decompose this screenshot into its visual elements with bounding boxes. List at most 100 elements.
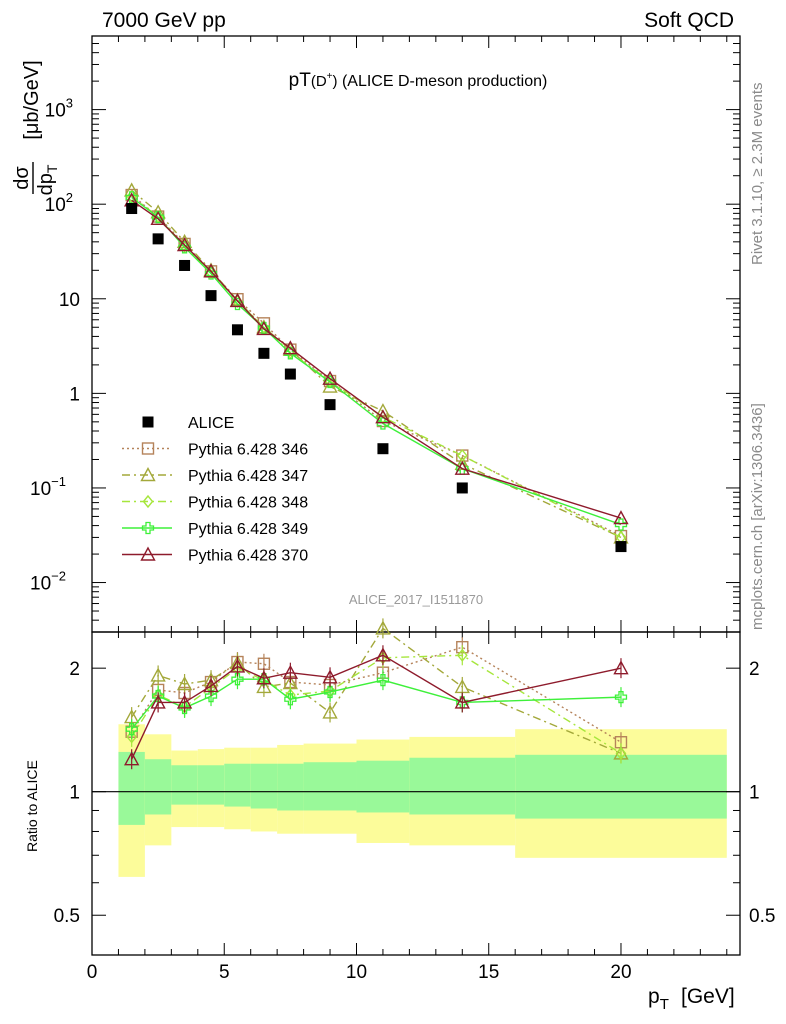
point-p349-2 — [178, 241, 191, 254]
band-inner-6 — [277, 763, 304, 811]
main-plot-frame — [91, 35, 741, 633]
ratio-point-p370-4 — [229, 658, 246, 673]
point-alice-0 — [126, 203, 138, 215]
ratio-point-p349-0 — [125, 723, 138, 736]
ratio-uncertainty-bands — [92, 724, 740, 877]
band-inner-2 — [171, 765, 198, 805]
ratio-point-p349-7 — [323, 685, 337, 699]
legend-label-p346: Pythia 6.428 346 — [188, 442, 308, 459]
ratio-point-p349-6 — [284, 693, 297, 706]
ratio-point-p348-9 — [456, 648, 468, 662]
ratio-point-p347-5 — [256, 678, 272, 694]
ratio-point-p370-2 — [176, 694, 193, 709]
ratio-tick-label-right: 2 — [749, 659, 760, 680]
ratio-point-p370-10 — [613, 660, 629, 675]
ratio-point-p349-4 — [231, 673, 244, 686]
point-p370-10 — [613, 510, 629, 525]
legend-label-p349: Pythia 6.428 349 — [188, 521, 308, 538]
point-p348-0 — [126, 189, 138, 203]
ratio-tick-label-left: 1 — [69, 783, 80, 804]
ratio-point-p370-1 — [150, 694, 166, 709]
x-tick-label: 0 — [87, 962, 98, 983]
ratio-point-p348-10 — [615, 746, 627, 760]
y-axis-d-pt: dpT — [35, 164, 60, 195]
line-p348 — [131, 195, 622, 539]
legend: ALICE Pythia 6.428 346 Pythia 6.428 347 Pyt… — [122, 415, 308, 565]
y-tick-label: 10−2 — [30, 569, 66, 595]
point-alice-4 — [231, 324, 243, 336]
ratio-point-p370-9 — [454, 694, 470, 709]
plot-title: pT(D+) (ALICE D-meson production) — [289, 70, 548, 91]
point-p370-1 — [150, 210, 166, 226]
point-alice-1 — [152, 233, 164, 245]
point-alice-2 — [179, 259, 191, 271]
y-tick-label: 103 — [45, 96, 73, 122]
main-series — [123, 182, 629, 553]
y-tick-label: 10 — [59, 290, 80, 311]
point-alice-5 — [258, 347, 270, 359]
band-inner-9 — [409, 757, 516, 815]
ratio-point-p347-9 — [454, 678, 470, 694]
analysis-id: ALICE_2017_I1511870 — [349, 592, 483, 607]
point-p347-0 — [123, 182, 140, 197]
x-axis-label: pT [GeV] — [648, 985, 735, 1013]
ratio-point-p370-7 — [322, 669, 338, 684]
line-p370 — [131, 199, 622, 519]
ratio-point-p347-8 — [375, 620, 391, 635]
legend-label-alice: ALICE — [188, 415, 234, 432]
ratio-series — [123, 618, 629, 770]
ratio-tick-label-right: 1 — [749, 783, 760, 804]
category-label: Soft QCD — [644, 9, 734, 32]
point-alice-6 — [284, 368, 296, 380]
x-axis-pt: pT — [648, 985, 669, 1013]
band-inner-4 — [224, 763, 251, 807]
legend-marker-p349 — [141, 521, 155, 535]
mcplots-label: mcplots.cern.ch [arXiv:1306.3436] — [749, 403, 766, 630]
y-axis-unit: [μb/GeV] — [21, 60, 43, 139]
point-alice-9 — [456, 482, 468, 494]
ratio-point-p349-3 — [204, 689, 218, 703]
ratio-plot-frame — [91, 631, 741, 956]
point-p370-3 — [203, 263, 219, 278]
ratio-tick-label-left: 2 — [69, 659, 80, 680]
y-axis-label-main: dσ dpT [μb/GeV] — [11, 60, 60, 195]
ratio-point-p370-0 — [123, 751, 140, 766]
axes-ticks: 0 5 10 15 20 10−2 10−1 1 10 102 103 0.5 0.5 1 1 2 2 — [30, 35, 775, 983]
point-alice-10 — [615, 541, 627, 553]
ratio-point-p347-1 — [150, 667, 166, 682]
ratio-tick-label-left: 0.5 — [54, 906, 80, 927]
title-suffix: (ALICE D-meson production) — [338, 73, 548, 90]
point-alice-7 — [324, 399, 336, 411]
x-tick-label: 15 — [478, 962, 499, 983]
band-inner-1 — [144, 759, 172, 815]
band-inner-10 — [515, 754, 727, 819]
title-prefix: pT — [289, 70, 312, 91]
point-p349-3 — [204, 267, 218, 280]
ratio-point-p347-2 — [176, 676, 193, 691]
ratio-tick-label-right: 0.5 — [749, 906, 775, 927]
ratio-point-p349-8 — [376, 673, 390, 687]
point-p370-7 — [322, 370, 338, 385]
x-tick-label: 5 — [219, 962, 230, 983]
line-p347 — [131, 189, 622, 539]
ratio-point-p370-8 — [375, 647, 391, 662]
legend-label-p370: Pythia 6.428 370 — [188, 548, 308, 565]
legend-marker-p370 — [140, 546, 156, 561]
point-p370-8 — [375, 409, 391, 424]
legend-marker-p346 — [141, 442, 155, 455]
ratio-point-p370-3 — [203, 677, 219, 693]
point-p370-4 — [229, 292, 246, 308]
x-axis-unit: [GeV] — [681, 985, 735, 1008]
point-p370-5 — [256, 320, 272, 336]
ratio-point-p370-5 — [256, 670, 272, 685]
title-particle: (D — [311, 73, 327, 90]
title-charge: + — [327, 71, 333, 82]
legend-label-p348: Pythia 6.428 348 — [188, 495, 308, 512]
legend-marker-alice — [142, 416, 154, 428]
band-inner-3 — [197, 765, 225, 805]
point-p370-9 — [454, 460, 470, 475]
energy-label: 7000 GeV pp — [102, 9, 226, 32]
x-tick-label: 10 — [346, 962, 367, 983]
rivet-label: Rivet 3.1.10, ≥ 2.3M events — [749, 83, 766, 266]
ratio-point-p349-1 — [151, 689, 165, 703]
